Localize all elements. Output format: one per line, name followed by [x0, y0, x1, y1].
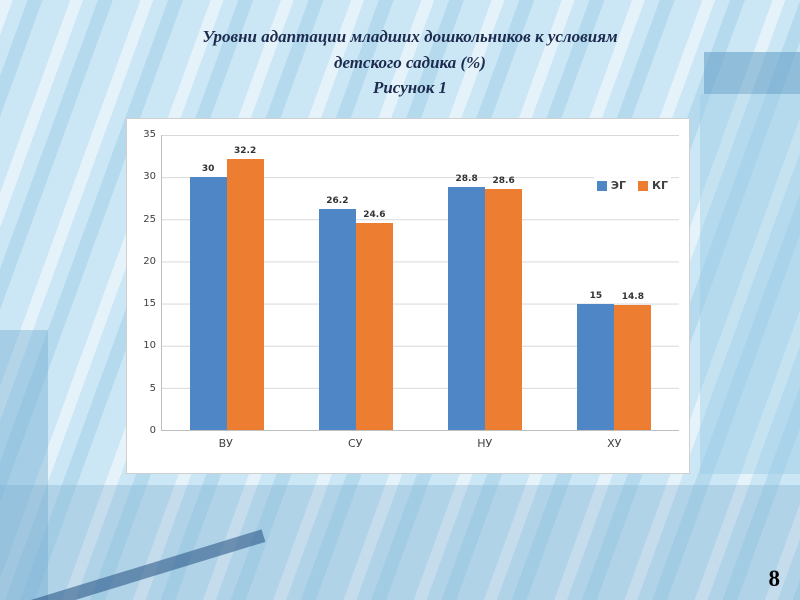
y-tick-label: 10 — [143, 340, 156, 352]
bar-ЭГ-СУ: 26.2 — [318, 196, 356, 430]
legend-swatch — [637, 180, 648, 191]
background-texture — [700, 94, 800, 474]
x-category-label: ХУ — [607, 437, 622, 450]
bar-value-label: 26.2 — [326, 196, 349, 207]
bar-value-label: 24.6 — [363, 209, 386, 220]
bar-КГ-СУ: 24.6 — [355, 210, 393, 430]
slide-title-line2: детского садика (%) — [334, 52, 486, 72]
y-tick-label: 35 — [143, 129, 156, 140]
legend-label: КГ — [651, 179, 668, 192]
bar-ЭГ-ВУ: 30 — [189, 164, 227, 430]
y-tick-label: 20 — [143, 255, 156, 267]
bar-group-ХУ: 15 14.8 — [550, 135, 679, 430]
plot-area: 30 32.2 26.2 24.6 28.8 28.6 15 14.8 ЭГ КГ — [161, 135, 679, 431]
bar-group-НУ: 28.8 28.6 — [421, 135, 550, 430]
bars-row: 30 32.2 26.2 24.6 28.8 28.6 15 14.8 — [162, 135, 679, 430]
x-category-label: СУ — [348, 437, 363, 450]
y-tick-label: 15 — [143, 298, 156, 310]
bar-group-ВУ: 30 32.2 — [162, 135, 291, 430]
chart-body: 0 5 10 15 20 25 30 35 30 32.2 26.2 24.6 28.8 28.6 15 1… — [135, 130, 679, 436]
bar-ЭГ-ХУ: 15 — [577, 291, 615, 430]
bar-value-label: 15 — [589, 290, 603, 301]
x-category-label: НУ — [477, 437, 493, 450]
x-axis: ВУ СУ НУ ХУ — [161, 431, 679, 450]
slide-title-line1: Уровни адаптации младших дошкольников к … — [202, 27, 618, 46]
background-texture — [704, 52, 800, 94]
y-tick-label: 5 — [149, 382, 156, 394]
bar-КГ-ХУ: 14.8 — [614, 292, 652, 430]
bar-КГ-ВУ: 32.2 — [226, 146, 264, 430]
legend-item-КГ: КГ — [637, 179, 668, 192]
bar-value-label: 14.8 — [621, 292, 644, 303]
x-category-label: ВУ — [218, 437, 233, 450]
legend-swatch — [596, 180, 607, 191]
bar-value-label: 32.2 — [234, 145, 257, 156]
legend-label: ЭГ — [610, 179, 626, 192]
bar-КГ-НУ: 28.6 — [485, 176, 523, 430]
bar-value-label: 30 — [201, 164, 215, 175]
bar-ЭГ-НУ: 28.8 — [448, 174, 486, 430]
y-axis: 0 5 10 15 20 25 30 35 — [135, 130, 161, 436]
y-tick-label: 30 — [143, 171, 156, 183]
bar-value-label: 28.6 — [492, 175, 515, 186]
legend-item-ЭГ: ЭГ — [596, 179, 626, 192]
y-tick-label: 0 — [149, 425, 156, 436]
slide-title-line3: Рисунок 1 — [372, 78, 448, 97]
background-texture — [0, 330, 48, 600]
bar-chart: 0 5 10 15 20 25 30 35 30 32.2 26.2 24.6 28.8 28.6 15 1… — [126, 118, 690, 474]
page-number: 8 — [768, 566, 781, 591]
bar-group-СУ: 26.2 24.6 — [291, 135, 420, 430]
bar-value-label: 28.8 — [455, 174, 478, 185]
y-tick-label: 25 — [143, 213, 156, 225]
legend: ЭГ КГ — [593, 177, 671, 194]
slide-title: Уровни адаптации младших дошкольников к … — [120, 24, 700, 101]
